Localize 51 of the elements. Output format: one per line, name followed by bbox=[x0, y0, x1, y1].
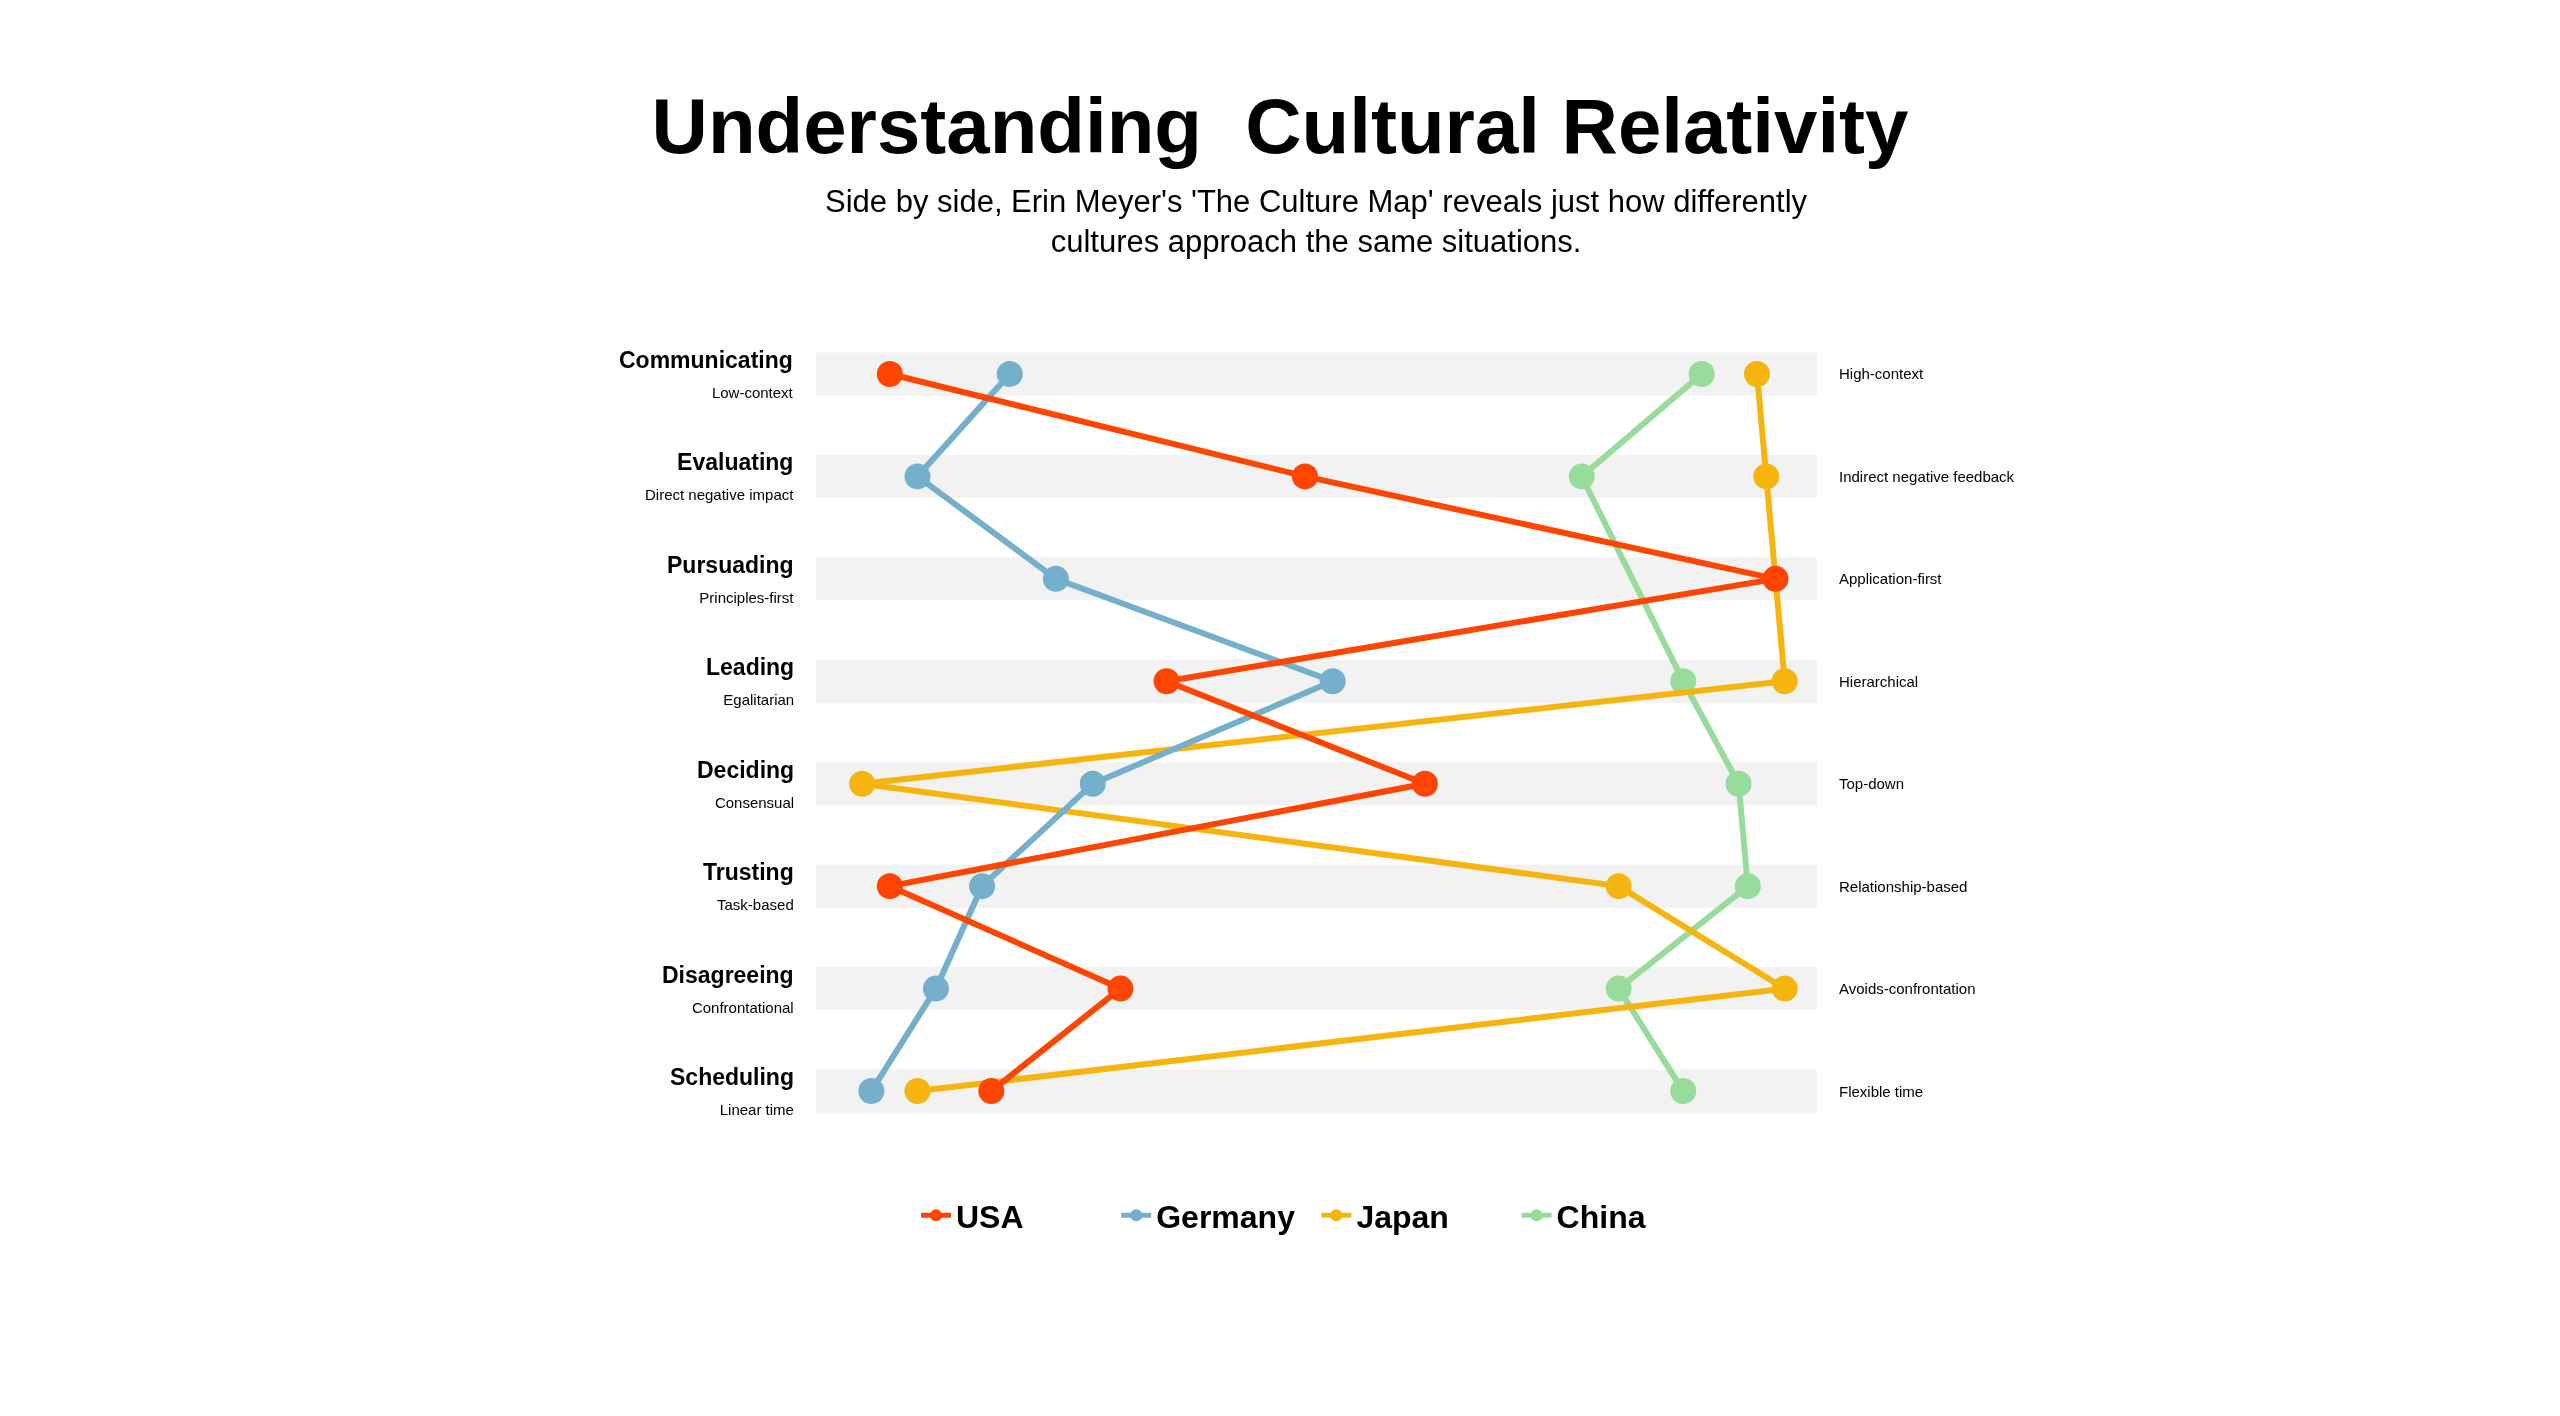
point bbox=[904, 1078, 931, 1105]
point bbox=[1291, 463, 1318, 490]
point bbox=[1319, 668, 1346, 695]
point bbox=[1153, 668, 1180, 695]
legend-label: China bbox=[1556, 1198, 1646, 1235]
point bbox=[1079, 770, 1106, 797]
y2-tick-label: Application-first bbox=[1839, 570, 1943, 587]
point bbox=[1762, 565, 1789, 592]
y-tick-label: Pursuading Principles-first bbox=[667, 552, 795, 606]
point bbox=[1771, 975, 1798, 1002]
y-tick-label: Scheduling Linear time bbox=[670, 1064, 794, 1118]
y2-tick-label: Top-down bbox=[1839, 775, 1905, 792]
y-tick-label: Evaluating Direct negative impact bbox=[645, 449, 795, 503]
y-tick-label: Trusting Task-based bbox=[703, 859, 794, 913]
y2-tick-label: Relationship-based bbox=[1839, 878, 1968, 895]
y2-tick-label: Avoids-confrontation bbox=[1839, 980, 1976, 997]
point bbox=[1411, 770, 1438, 797]
y2-tick-label: Flexible time bbox=[1839, 1083, 1924, 1100]
point bbox=[1042, 565, 1069, 592]
point bbox=[858, 1078, 885, 1105]
y-tick-label: Deciding Consensual bbox=[697, 757, 795, 811]
point bbox=[1107, 975, 1134, 1002]
point bbox=[1744, 360, 1771, 387]
point bbox=[1753, 463, 1780, 490]
point bbox=[922, 975, 949, 1002]
point bbox=[969, 873, 996, 900]
point bbox=[1734, 873, 1761, 900]
legend-label: Germany bbox=[1156, 1198, 1296, 1235]
point bbox=[876, 360, 903, 387]
y2-tick-label: High-context bbox=[1839, 365, 1925, 382]
y-tick-label: Leading Egalitarian bbox=[706, 654, 795, 708]
legend-label: Japan bbox=[1356, 1198, 1449, 1235]
point bbox=[849, 770, 876, 797]
point bbox=[1670, 1078, 1697, 1105]
point bbox=[1688, 360, 1715, 387]
point bbox=[1605, 873, 1632, 900]
point bbox=[1771, 668, 1798, 695]
point bbox=[1568, 463, 1595, 490]
point bbox=[996, 360, 1023, 387]
legend-label: USA bbox=[956, 1198, 1024, 1235]
point bbox=[876, 873, 903, 900]
point bbox=[978, 1078, 1005, 1105]
point bbox=[1605, 975, 1632, 1002]
y2-tick-label: Indirect negative feedback bbox=[1839, 468, 2015, 485]
y-tick-label: Communicating Low-context bbox=[619, 347, 794, 401]
chart-subtitle: Side by side, Erin Meyer's 'The Culture Map' reveals just how differently cultures approach the same situations. bbox=[825, 184, 1808, 260]
y2-tick-label: Hierarchical bbox=[1839, 673, 1919, 690]
y-tick-label: Disagreeing Confrontational bbox=[662, 962, 794, 1016]
chart-title: Understanding Cultural Relativity bbox=[651, 82, 1909, 171]
point bbox=[1725, 770, 1752, 797]
point bbox=[904, 463, 931, 490]
